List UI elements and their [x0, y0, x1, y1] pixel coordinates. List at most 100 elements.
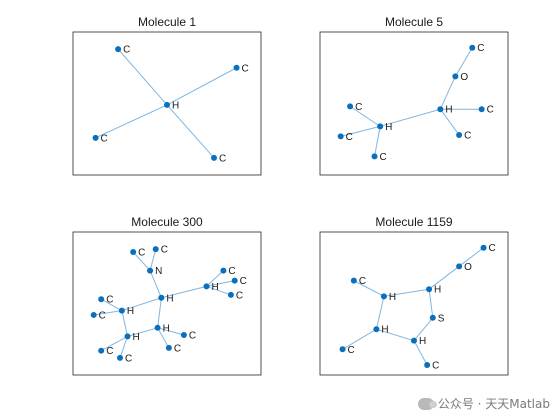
atom-node — [118, 307, 125, 314]
atom-label: N — [155, 266, 162, 277]
atom-node — [124, 333, 131, 340]
atom-node — [227, 291, 234, 298]
atom-label: C — [489, 243, 496, 254]
bond-edge — [342, 328, 377, 350]
atom-node — [371, 153, 378, 160]
atom-node — [130, 249, 137, 256]
atom-node — [452, 73, 459, 80]
atom-node — [347, 103, 354, 110]
bond-edge — [375, 296, 385, 330]
atom-node — [147, 267, 154, 274]
atom-node — [426, 286, 433, 293]
atom-node — [92, 134, 99, 141]
atom-node — [373, 326, 380, 333]
atom-node — [480, 244, 487, 251]
bond-edge — [413, 340, 428, 366]
atom-node — [203, 283, 210, 290]
atom-label: H — [166, 293, 173, 304]
atom-label: C — [240, 276, 247, 287]
bond-edge — [383, 288, 430, 297]
atom-label: C — [355, 102, 362, 113]
atom-node — [231, 277, 238, 284]
bond-edge — [206, 270, 224, 287]
watermark-text: 公众号 · 天天Matlab — [437, 397, 550, 411]
atom-label: H — [389, 292, 396, 303]
bond-edge — [206, 280, 235, 287]
bond-edge — [149, 270, 162, 298]
atom-label: C — [189, 330, 196, 341]
atom-node — [456, 131, 463, 138]
bond-edge — [458, 247, 484, 267]
bond-edge — [132, 251, 151, 271]
atom-node — [380, 293, 387, 300]
bond-edge — [119, 336, 128, 359]
atom-label: H — [133, 332, 140, 343]
atom-node — [211, 154, 217, 161]
bond-edge — [376, 328, 415, 342]
molecule-panel: Molecule 1 H C C C C — [72, 15, 262, 176]
atom-node — [424, 361, 431, 368]
atom-label: C — [161, 245, 168, 256]
atom-label: C — [242, 63, 249, 74]
atom-label: H — [127, 306, 134, 317]
bond-edge — [157, 327, 185, 336]
bond-edge — [413, 317, 434, 341]
atom-node — [98, 296, 105, 303]
bond-edge — [206, 285, 232, 296]
atom-node — [165, 344, 172, 351]
atom-label: C — [228, 266, 235, 277]
panel-frame — [319, 231, 509, 376]
atom-node — [478, 106, 485, 113]
atom-label: C — [174, 343, 181, 354]
atom-node — [180, 331, 187, 338]
atom-label: H — [434, 285, 441, 296]
atom-node — [152, 246, 159, 253]
atom-node — [233, 64, 240, 71]
atom-node — [98, 347, 105, 354]
atom-node — [154, 324, 161, 331]
atom-label: S — [438, 313, 445, 324]
bond-edge — [127, 327, 158, 337]
bond-edge — [454, 47, 473, 77]
atom-label: C — [101, 133, 108, 144]
panel-title: Molecule 1159 — [375, 215, 452, 229]
bond-edge — [121, 297, 162, 312]
atom-label: C — [432, 360, 439, 371]
watermark: 公众号 · 天天Matlab — [417, 395, 550, 412]
bond-edge — [166, 67, 237, 106]
bond-edge — [340, 125, 381, 137]
atom-label: C — [464, 130, 471, 141]
atom-label: C — [125, 353, 132, 364]
bond-edge — [100, 298, 123, 312]
atom-label: C — [346, 132, 353, 143]
molecule-panel: Molecule 1159 C O H H C S H C H C — [319, 215, 509, 376]
panel-frame — [319, 31, 509, 176]
atom-label: O — [464, 262, 472, 273]
atom-node — [411, 337, 417, 344]
atom-label: C — [106, 295, 113, 306]
atom-label: C — [219, 153, 226, 164]
panel-title: Molecule 300 — [131, 215, 203, 229]
bond-edge — [95, 104, 168, 139]
bond-edge — [121, 310, 129, 337]
bond-edge — [374, 126, 381, 157]
bond-edge — [428, 289, 434, 318]
atom-node — [339, 346, 346, 353]
atom-label: H — [211, 282, 218, 293]
atom-label: C — [359, 276, 366, 287]
atom-label: H — [419, 336, 426, 347]
atom-label: H — [445, 105, 452, 116]
bond-edge — [149, 249, 157, 271]
panel-frame — [72, 231, 262, 376]
atom-label: H — [163, 323, 170, 334]
bond-edge — [157, 297, 162, 328]
bond-edge — [166, 104, 215, 159]
atom-node — [469, 44, 476, 51]
panel-title: Molecule 5 — [385, 15, 443, 29]
panel-title: Molecule 1 — [138, 15, 196, 29]
atom-label: C — [348, 345, 355, 356]
atom-node — [90, 311, 97, 318]
atom-label: H — [385, 122, 392, 133]
bond-edge — [353, 280, 385, 297]
